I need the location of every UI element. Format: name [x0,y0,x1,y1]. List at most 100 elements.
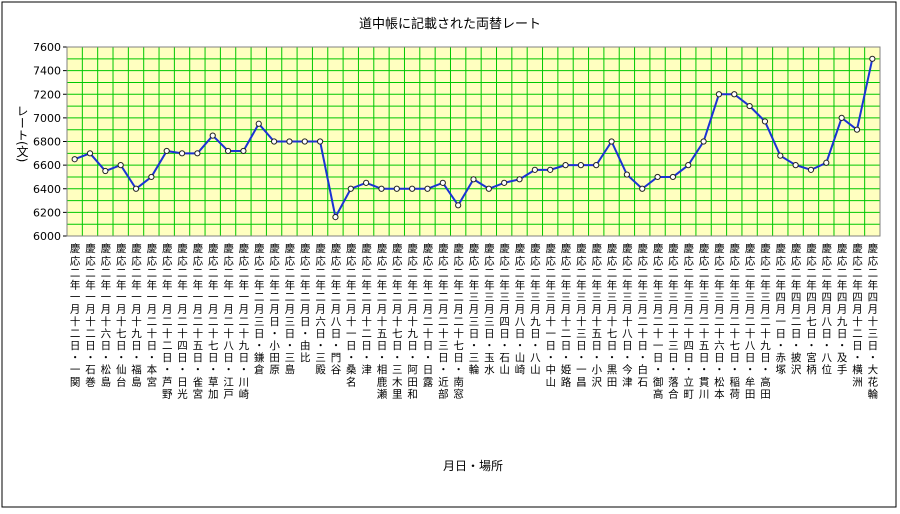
y-tick-label: 7600 [33,41,61,54]
x-tick-label: 慶応二年三月十五日・小沢 [590,242,602,388]
x-tick-label: 慶応二年二月二十七日・南窓 [452,242,464,400]
data-point [547,166,554,173]
x-axis-label: 月日・場所 [443,459,503,473]
x-tick-label: 慶応二年二月日・小田原 [268,242,280,376]
x-tick-label: 慶応二年三月十一日・中山 [544,242,556,388]
x-tick-label: 慶応二年三月三日・玉水 [483,242,495,376]
x-tick-label: 慶応二年一月十七日・仙台 [115,242,127,388]
data-point [178,150,186,157]
data-point [455,202,462,209]
x-tick-label: 慶応二年二月十一日・桑名 [345,242,357,388]
data-point [853,126,861,133]
y-tick-label: 7000 [33,112,61,125]
data-point [470,176,477,183]
x-tick-label: 慶応二年一月二十四日・日光 [176,242,188,400]
x-tick-label: 慶応二年二月二十日・日露 [421,242,433,388]
data-point [424,185,431,192]
data-point [393,185,400,192]
data-point [332,214,339,221]
y-tick-label: 7200 [33,88,61,101]
data-point [148,173,155,181]
data-point [577,162,584,169]
y-axis-label: レート(文) [15,105,29,162]
data-point [102,167,109,175]
y-tick-label: 6800 [33,136,61,149]
data-point [363,179,370,186]
x-tick-label: 慶応二年一月二十日・本宮 [145,242,157,388]
data-point [807,166,815,173]
x-tick-label: 慶応二年三月二十日・白石 [636,242,648,388]
x-tick-label: 慶応二年二月六日・三殿 [314,242,326,376]
x-tick-label: 慶応二年二月十七日・三木里 [391,242,403,400]
data-point [777,152,784,159]
data-point [317,138,324,145]
x-tick-label: 慶応二年二月二十三日・近部 [437,242,449,400]
data-point [715,91,723,98]
x-tick-label: 慶応二年四月九日・及手 [836,242,848,376]
x-tick-label: 慶応二年三月二十六日・松本 [713,242,725,400]
x-tick-label: 慶応二年四月十二日・横洲 [851,242,863,388]
x-tick-label: 慶応二年三月八日・山崎 [514,242,526,376]
x-tick-label: 慶応二年二月三日・三島 [283,242,295,376]
data-point [347,185,354,192]
data-point [654,173,661,181]
data-point [286,138,293,145]
x-tick-label: 慶応二年一月二十八日・江戸 [222,242,234,400]
data-point [86,150,94,157]
x-tick-label: 慶応二年一月二十二日・芦野 [161,242,173,400]
data-point [869,55,876,62]
x-tick-label: 慶応二年四月二日・披沢 [790,242,802,376]
x-tick-label: 慶応二年二月日・由比 [299,242,311,364]
x-tick-label: 慶応二年三月四日・石山 [498,242,510,376]
data-point [593,162,600,169]
data-point [194,150,201,157]
x-tick-label: 慶応二年三月九日・八山 [529,242,541,376]
data-point [608,138,615,145]
x-tick-label: 慶応二年四月十三日・大花輪 [866,242,878,400]
x-tick-label: 慶応二年一月十九日・福島 [130,242,142,388]
x-tick-label: 慶応二年二月十五日・相鹿瀬 [375,242,387,400]
x-tick-label: 慶応二年三月十三日・一昌 [575,242,587,388]
data-point [669,173,677,181]
data-point [761,118,769,125]
y-tick-label: 6200 [33,206,61,219]
data-point [224,147,232,155]
x-tick-label: 慶応二年一月二十七日・草加 [207,242,219,400]
x-tick-label: 慶応二年一月二十九日・川崎 [237,242,249,400]
data-point [501,179,508,186]
data-point [301,138,308,145]
x-tick-label: 慶応二年四月八日・八位 [820,242,832,376]
x-tick-label: 慶応二年二月八日・門谷 [329,242,341,376]
data-point [623,171,630,178]
data-point [531,166,538,173]
data-point [639,185,646,192]
y-tick-label: 7400 [33,65,61,78]
data-point [700,138,707,145]
x-tick-label: 慶応二年三月二十三日・落合 [667,242,679,400]
x-tick-label: 慶応二年四月七日・宮柄 [805,242,817,376]
data-point [117,162,124,169]
data-point [439,179,446,186]
data-point [270,138,278,145]
data-point [746,102,753,110]
y-tick-label: 6600 [33,159,61,172]
data-point [209,132,216,139]
data-point [71,156,78,163]
data-point [562,162,569,169]
x-tick-label: 慶応二年三月十八日・今津 [621,242,633,388]
x-tick-label: 慶応二年三月二十八日・牟田 [744,242,756,400]
y-tick-label: 6000 [33,230,61,243]
x-tick-label: 慶応二年三月二十七日・稲荷 [728,242,740,400]
x-tick-label: 慶応二年二月十二日・津 [360,242,372,376]
x-tick-label: 慶応二年一月十六日・松島 [99,242,111,388]
x-tick-label: 慶応二年一月十二日・石巻 [84,242,96,388]
data-point [823,159,830,166]
x-tick-label: 慶応二年三月二十四日・立町 [682,242,694,400]
x-tick-label: 慶応二年一月十二日・一関 [69,242,81,388]
data-point [792,162,799,169]
plot-border [66,46,881,237]
data-point [240,147,247,155]
x-tick-label: 慶応二年三月十七日・黒田 [606,242,618,388]
x-tick-label: 慶応二年三月三日・三輪 [468,242,480,376]
